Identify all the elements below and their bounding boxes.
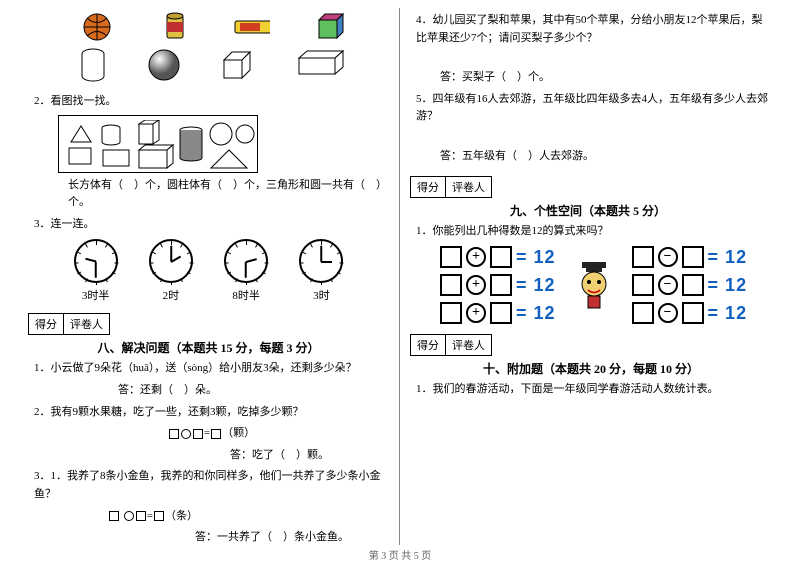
- p8-4-ans: 答：买梨子（ ）个。: [440, 69, 772, 87]
- left-column: 2．看图找一找。 长方体有（ ）个，圆柱体有（ ）个，三角形和圆一共有（ ）个。…: [18, 8, 400, 545]
- q9-1: 1．你能列出几种得数是12的算式来吗？: [416, 223, 772, 241]
- eq-minus-col: −= 12 −= 12 −= 12: [632, 246, 748, 324]
- score-label-9: 得分: [410, 176, 446, 198]
- p8-2-eq: =（颗）: [34, 425, 389, 443]
- grader-label-10: 评卷人: [446, 334, 492, 356]
- clock-1-label: 3时半: [74, 287, 118, 303]
- q3-label: 3．连一连。: [34, 216, 389, 234]
- grader-label: 评卷人: [64, 313, 110, 335]
- clock-row: 3时半 2时 8时半 3时: [58, 239, 359, 303]
- p8-5: 5．四年级有16人去郊游，五年级比四年级多去4人，五年级有多少人去郊游？: [416, 91, 772, 126]
- section-8-title: 八、解决问题（本题共 15 分，每题 3 分）: [28, 339, 389, 356]
- eq-minus-3: −= 12: [632, 302, 748, 324]
- eq-plus-3: += 12: [440, 302, 556, 324]
- mascot-icon: [574, 260, 614, 310]
- cube-outline-icon: [220, 48, 256, 87]
- score-box-10: 得分 评卷人: [410, 334, 772, 356]
- p8-1-ans: 答：还剩（ ）朵。: [118, 382, 389, 400]
- shapes-container: [58, 115, 258, 173]
- cube-toy-icon: [312, 12, 348, 42]
- score-box-8: 得分 评卷人: [28, 313, 389, 335]
- can-icon: [157, 12, 193, 42]
- clock-4-label: 3时: [299, 287, 343, 303]
- right-column: 4．幼儿园买了梨和苹果，其中有50个苹果，分给小朋友12个苹果后，梨比苹果还少7…: [400, 8, 782, 545]
- clock-4: 3时: [299, 239, 343, 303]
- eq-plus-1: += 12: [440, 246, 556, 268]
- clock-3-label: 8时半: [224, 287, 268, 303]
- eq-plus-col: += 12 += 12 += 12: [440, 246, 556, 324]
- clock-3: 8时半: [224, 239, 268, 303]
- score-label-10: 得分: [410, 334, 446, 356]
- eq-minus-2: −= 12: [632, 274, 748, 296]
- eq-plus-2: += 12: [440, 274, 556, 296]
- cuboid-outline-icon: [295, 48, 349, 87]
- cylinder-icon: [78, 48, 108, 87]
- p8-5-ans: 答：五年级有（ ）人去郊游。: [440, 148, 772, 166]
- basketball-icon: [79, 12, 115, 42]
- page: 2．看图找一找。 长方体有（ ）个，圆柱体有（ ）个，三角形和圆一共有（ ）个。…: [0, 0, 800, 545]
- shape-outline-row: [28, 48, 389, 87]
- p8-3-eq: =（条）: [108, 508, 389, 526]
- clock-2-label: 2时: [149, 287, 193, 303]
- page-footer: 第 3 页 共 5 页: [0, 545, 800, 562]
- sphere-icon: [147, 48, 181, 87]
- section-10-title: 十、附加题（本题共 20 分，每题 10 分）: [410, 360, 772, 377]
- clock-2: 2时: [149, 239, 193, 303]
- p8-1: 1．小云做了9朵花（huā），送（sòng）给小朋友3朵，还剩多少朵？: [34, 360, 389, 378]
- p8-4: 4．幼儿园买了梨和苹果，其中有50个苹果，分给小朋友12个苹果后，梨比苹果还少7…: [416, 12, 772, 47]
- section-9-title: 九、个性空间（本题共 5 分）: [510, 202, 772, 219]
- eq-minus-1: −= 12: [632, 246, 748, 268]
- score-box-9: 得分 评卷人: [410, 176, 772, 198]
- p8-2-ans: 答：吃了（ ）颗。: [34, 447, 389, 465]
- p8-3-ans: 答：一共养了（ ）条小金鱼。: [34, 529, 389, 547]
- q10-1: 1．我们的春游活动，下面是一年级同学春游活动人数统计表。: [416, 381, 772, 399]
- bar-icon: [234, 12, 270, 42]
- grader-label-9: 评卷人: [446, 176, 492, 198]
- q2-label: 2．看图找一找。: [34, 93, 389, 111]
- q2-text: 长方体有（ ）个，圆柱体有（ ）个，三角形和圆一共有（ ）个。: [68, 177, 389, 212]
- p8-3: 3．1．我养了8条小金鱼，我养的和你同样多，他们一共养了多少条小金鱼？: [34, 468, 389, 503]
- p8-2: 2．我有9颗水果糖，吃了一些，还剩3颗，吃掉多少颗？: [34, 404, 389, 422]
- clock-1: 3时半: [74, 239, 118, 303]
- equations-12: += 12 += 12 += 12 −= 12 −= 12 −= 12: [440, 246, 772, 324]
- object-row: [28, 12, 389, 42]
- score-label: 得分: [28, 313, 64, 335]
